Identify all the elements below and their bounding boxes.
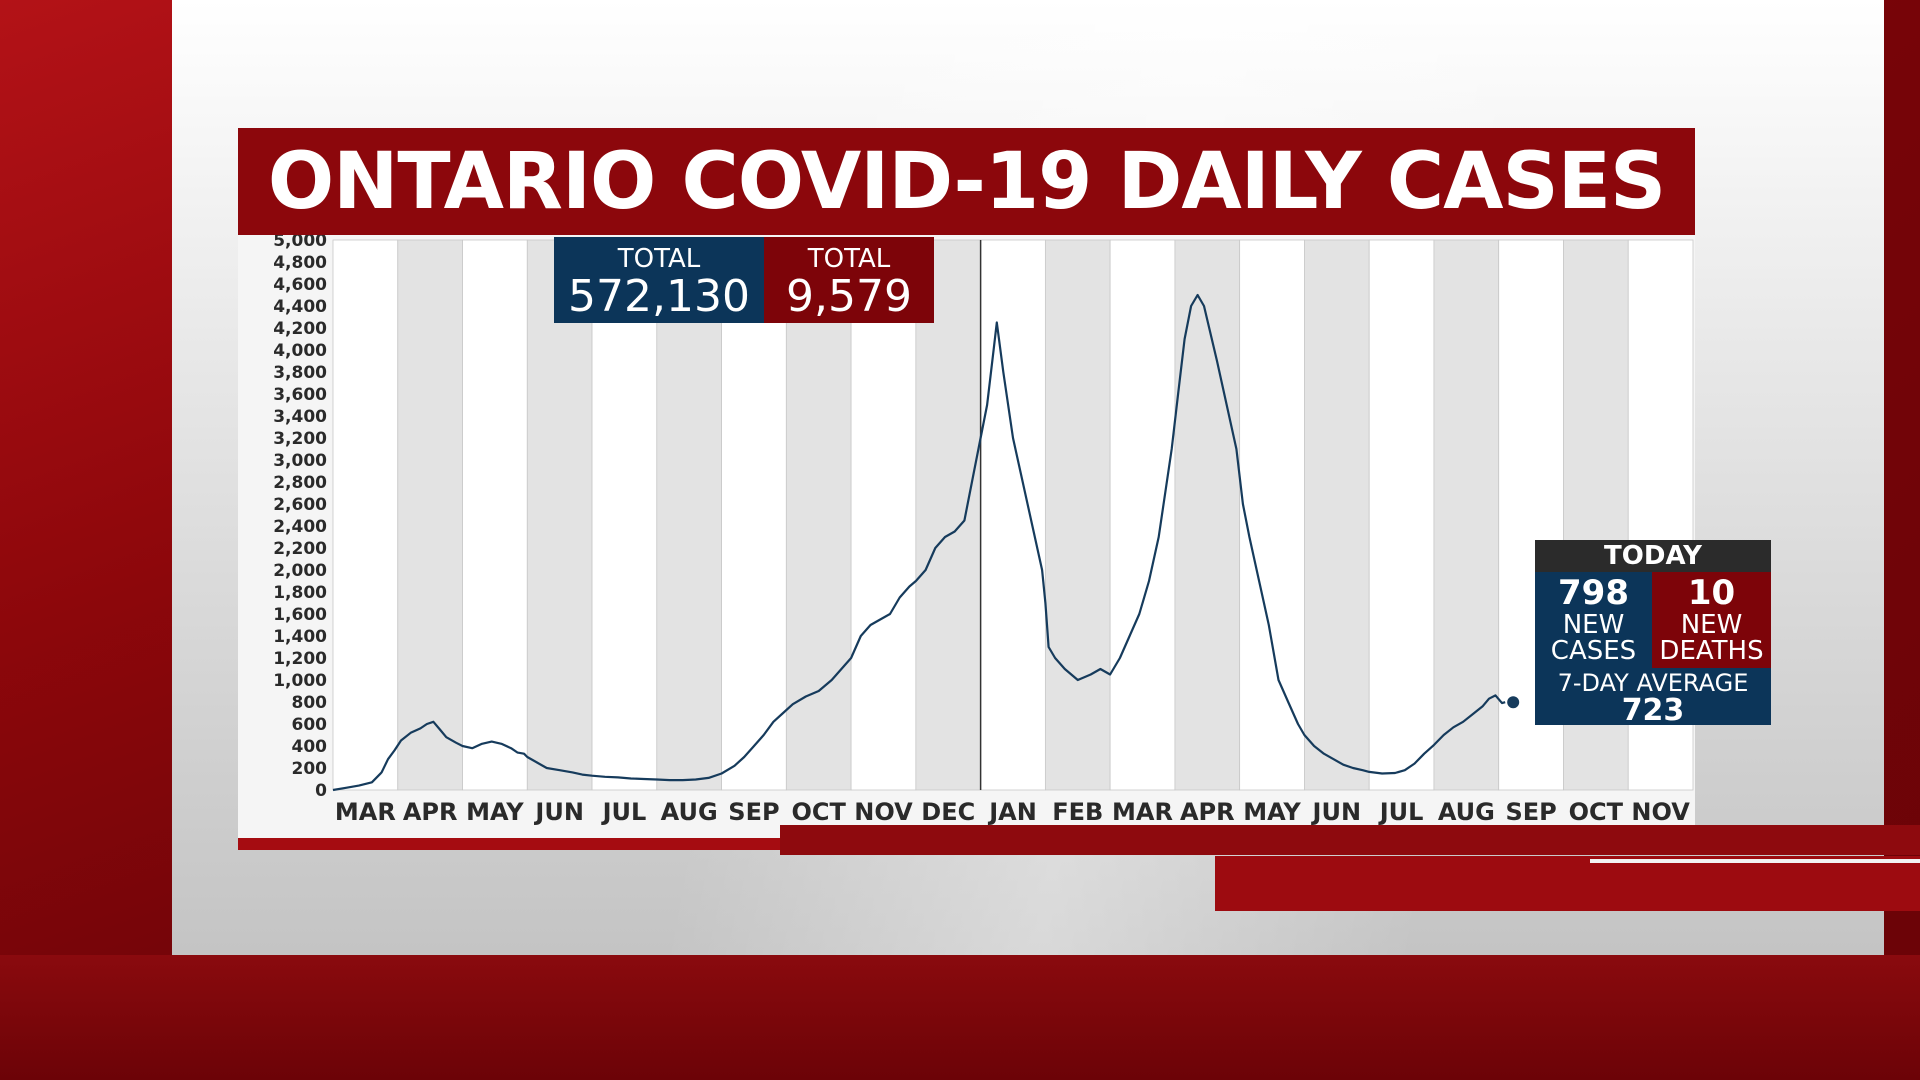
month-band-17 (1433, 239, 1500, 791)
daily-cases-line (332, 293, 1506, 792)
x-tick-label: NOV (1631, 798, 1690, 826)
x-tick-label: MAY (466, 798, 524, 826)
seven-day-average-value: 723 (1621, 693, 1685, 728)
y-tick-label: 1,200 (273, 649, 327, 669)
x-tick-label: SEP (1505, 798, 1556, 826)
y-tick-label: 3,800 (273, 363, 327, 383)
y-tick-label: 4,400 (273, 297, 327, 317)
y-tick-label: 1,800 (273, 583, 327, 603)
today-header: TODAY (1535, 540, 1771, 572)
y-tick-label: 4,600 (273, 275, 327, 295)
y-tick-label: 2,600 (273, 495, 327, 515)
x-tick-label: JUN (1311, 798, 1362, 826)
month-band-7 (785, 239, 852, 791)
seven-day-average: 7-DAY AVERAGE 723 (1535, 668, 1771, 728)
today-panel: TODAY 798 NEW CASES 10 NEW DEATHS 7-DAY … (1535, 540, 1771, 728)
y-tick-label: 1,000 (273, 671, 327, 691)
month-band-8 (850, 239, 917, 791)
x-tick-label: OCT (792, 798, 847, 826)
month-band-14 (1239, 239, 1305, 791)
y-tick-label: 3,400 (273, 407, 327, 427)
x-tick-label: MAR (335, 798, 396, 826)
x-tick-label: JUL (601, 798, 647, 826)
decor-white-line (1590, 859, 1920, 863)
y-tick-label: 4,800 (273, 253, 327, 273)
month-band-9 (915, 239, 982, 791)
x-tick-label: APR (1180, 798, 1235, 826)
total-cases-label: TOTAL (617, 244, 701, 274)
y-tick-label: 1,600 (273, 605, 327, 625)
seven-day-average-label: 7-DAY AVERAGE (1557, 669, 1749, 697)
x-tick-label: FEB (1052, 798, 1103, 826)
month-band-0 (332, 239, 399, 791)
new-cases-label-line2: CASES (1550, 636, 1637, 666)
new-deaths-label-line1: NEW (1680, 610, 1743, 640)
x-tick-label: AUG (1438, 798, 1495, 826)
total-deaths-label: TOTAL (807, 244, 891, 274)
new-deaths-label-line2: DEATHS (1659, 636, 1764, 666)
x-axis: MAR APR MAY JUN JUL AUG SEP OCT NOV DEC JAN FEB MAR A… (335, 798, 1690, 826)
x-tick-label: OCT (1569, 798, 1624, 826)
y-tick-label: 4,000 (273, 341, 327, 361)
y-tick-label: 3,600 (273, 385, 327, 405)
background-left-decoration (0, 0, 175, 1080)
daily-cases-chart: 02004006008001,0001,2001,4001,6001,8002,… (238, 235, 1695, 830)
y-tick-label: 200 (292, 759, 328, 779)
y-tick-label: 0 (315, 781, 327, 801)
total-cases-box: TOTAL 572,130 (554, 237, 764, 323)
y-tick-label: 1,400 (273, 627, 327, 647)
y-tick-label: 3,000 (273, 451, 327, 471)
x-tick-label: APR (403, 798, 458, 826)
title-bar: ONTARIO COVID-19 DAILY CASES (238, 128, 1695, 235)
y-tick-label: 400 (292, 737, 328, 757)
month-band-12 (1109, 239, 1176, 791)
x-tick-label: AUG (661, 798, 718, 826)
y-tick-label: 2,400 (273, 517, 327, 537)
x-tick-label: NOV (854, 798, 913, 826)
decor-stripe-upper (780, 825, 1920, 855)
x-tick-label: JAN (987, 798, 1037, 826)
y-axis: 02004006008001,0001,2001,4001,6001,8002,… (273, 235, 327, 801)
x-tick-label: SEP (728, 798, 779, 826)
new-deaths-value: 10 (1687, 573, 1736, 613)
background-bottom-decoration (0, 955, 1920, 1080)
y-tick-label: 5,000 (273, 235, 327, 251)
x-tick-label: JUL (1378, 798, 1424, 826)
x-tick-label: DEC (921, 798, 975, 826)
month-band-2 (462, 239, 528, 791)
y-tick-label: 2,800 (273, 473, 327, 493)
total-cases-value: 572,130 (568, 271, 750, 322)
x-tick-label: MAR (1112, 798, 1173, 826)
month-band-1 (397, 239, 463, 791)
total-deaths-box: TOTAL 9,579 (764, 237, 934, 323)
chart-title: ONTARIO COVID-19 DAILY CASES (267, 136, 1666, 227)
chart-bottom-bar (238, 838, 783, 850)
latest-point-marker (1507, 696, 1520, 709)
month-band-11 (1044, 239, 1111, 791)
new-cases-label-line1: NEW (1562, 610, 1625, 640)
decor-stripe-lower (1215, 856, 1920, 911)
x-tick-label: MAY (1243, 798, 1301, 826)
month-band-4 (591, 239, 658, 791)
y-tick-label: 3,200 (273, 429, 327, 449)
y-tick-label: 600 (292, 715, 328, 735)
y-tick-label: 4,200 (273, 319, 327, 339)
x-tick-label: JUN (533, 798, 584, 826)
y-tick-label: 2,200 (273, 539, 327, 559)
y-tick-label: 2,000 (273, 561, 327, 581)
new-cases-value: 798 (1558, 573, 1629, 613)
month-band-10 (980, 239, 1046, 791)
y-tick-label: 800 (292, 693, 328, 713)
month-band-3 (526, 239, 593, 791)
today-new-deaths: 10 NEW DEATHS (1652, 572, 1771, 668)
today-new-cases: 798 NEW CASES (1535, 572, 1652, 668)
month-band-15 (1304, 239, 1370, 791)
total-deaths-value: 9,579 (786, 271, 912, 322)
month-bands (332, 239, 1694, 791)
month-band-16 (1368, 239, 1435, 791)
